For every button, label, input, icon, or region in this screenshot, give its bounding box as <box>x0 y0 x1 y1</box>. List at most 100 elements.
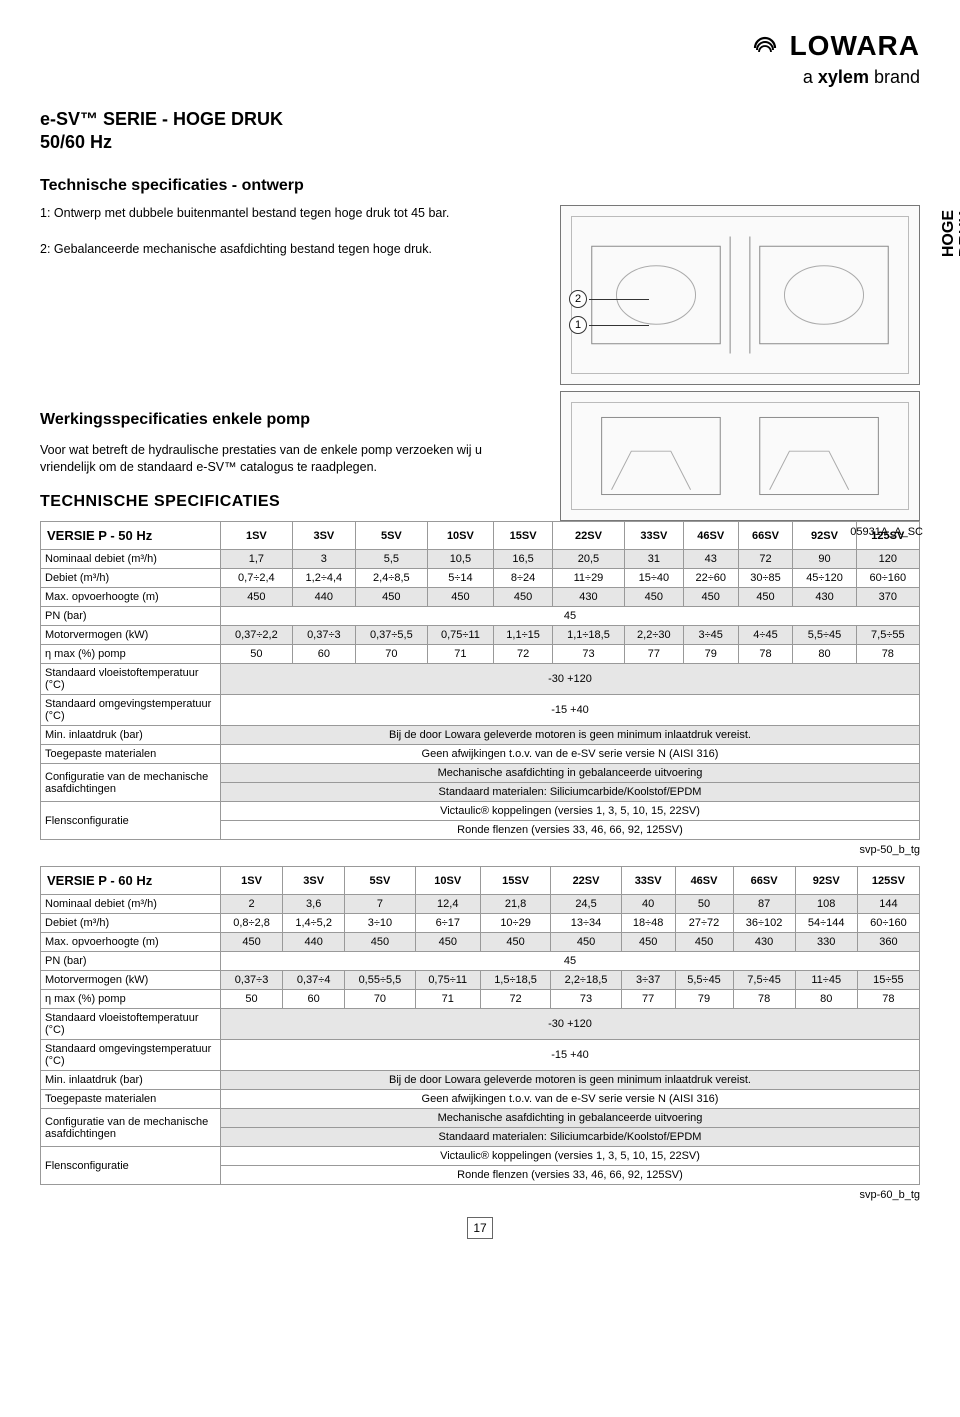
cell: 11÷45 <box>795 971 857 990</box>
cell: 0,75÷11 <box>427 626 493 645</box>
cell: 3÷37 <box>621 971 675 990</box>
cell: 0,37÷4 <box>283 971 345 990</box>
row-label: Motorvermogen (kW) <box>41 626 221 645</box>
col-head: 1SV <box>221 867 283 895</box>
cell: 450 <box>355 588 427 607</box>
cell: 430 <box>733 933 795 952</box>
cell: 450 <box>345 933 415 952</box>
cell: 50 <box>221 645 293 664</box>
cell: 2,2÷30 <box>624 626 683 645</box>
page-number-box: 17 <box>40 1217 920 1239</box>
row-label: Flensconfiguratie <box>41 802 221 840</box>
cell: 79 <box>675 990 733 1009</box>
cell: 71 <box>427 645 493 664</box>
cell: 3,6 <box>283 895 345 914</box>
pump-cross-section-figure: 2 1 HOGE DRUK <box>560 205 920 385</box>
row-label: η max (%) pomp <box>41 990 221 1009</box>
col-head: 66SV <box>738 522 793 550</box>
col-head: 15SV <box>494 522 553 550</box>
page-title: e-SV™ SERIE - HOGE DRUK 50/60 Hz <box>40 108 920 153</box>
col-head: 10SV <box>427 522 493 550</box>
cell: 45 <box>221 952 920 971</box>
cell: 450 <box>415 933 480 952</box>
cell: 6÷17 <box>415 914 480 933</box>
cell: 18÷48 <box>621 914 675 933</box>
col-head: 33SV <box>621 867 675 895</box>
table50-ref: svp-50_b_tg <box>40 844 920 856</box>
cell: 21,8 <box>480 895 550 914</box>
cell: 79 <box>683 645 738 664</box>
cell: Ronde flenzen (versies 33, 46, 66, 92, 1… <box>221 1166 920 1185</box>
brand-tagline-b: brand <box>869 67 920 87</box>
cell: 78 <box>733 990 795 1009</box>
cell: 450 <box>480 933 550 952</box>
row-label: Min. inlaatdruk (bar) <box>41 1071 221 1090</box>
spec-table-60hz: VERSIE P - 60 Hz 1SV 3SV 5SV 10SV 15SV 2… <box>40 866 920 1185</box>
cell: -30 +120 <box>221 1009 920 1040</box>
cell: Geen afwijkingen t.o.v. van de e-SV seri… <box>221 1090 920 1109</box>
row-label: Configuratie van de mechanische asafdich… <box>41 764 221 802</box>
cell: 78 <box>856 645 919 664</box>
cell: 5÷14 <box>427 569 493 588</box>
cell: -15 +40 <box>221 1040 920 1071</box>
col-head: 22SV <box>551 867 621 895</box>
cell: 27÷72 <box>675 914 733 933</box>
row-label: Standaard vloeistoftemperatuur (°C) <box>41 664 221 695</box>
cell: 450 <box>675 933 733 952</box>
cell: 120 <box>856 550 919 569</box>
cell: 450 <box>551 933 621 952</box>
row-label: PN (bar) <box>41 952 221 971</box>
cell: 450 <box>683 588 738 607</box>
row-label: Max. opvoerhoogte (m) <box>41 588 221 607</box>
cell: 70 <box>345 990 415 1009</box>
cell: 90 <box>793 550 856 569</box>
cell: 60 <box>283 990 345 1009</box>
row-label: Max. opvoerhoogte (m) <box>41 933 221 952</box>
cell: 2,2÷18,5 <box>551 971 621 990</box>
cell: 0,7÷2,4 <box>221 569 293 588</box>
callout-1-line <box>589 325 649 326</box>
cell: 330 <box>795 933 857 952</box>
cell: 80 <box>793 645 856 664</box>
cell: 0,37÷5,5 <box>355 626 427 645</box>
cell: 0,75÷11 <box>415 971 480 990</box>
cell: 440 <box>292 588 355 607</box>
col-head: 92SV <box>793 522 856 550</box>
cell: 13÷34 <box>551 914 621 933</box>
cell: 370 <box>856 588 919 607</box>
cell: 20,5 <box>553 550 625 569</box>
cell: 10,5 <box>427 550 493 569</box>
col-head: 92SV <box>795 867 857 895</box>
cell: 60 <box>292 645 355 664</box>
design-row: 1: Ontwerp met dubbele buitenmantel best… <box>40 205 920 385</box>
cell: 16,5 <box>494 550 553 569</box>
row-label: Flensconfiguratie <box>41 1147 221 1185</box>
cell: Standaard materialen: Siliciumcarbide/Ko… <box>221 783 920 802</box>
side-tab-label: HOGE DRUK <box>941 210 960 257</box>
cell: 450 <box>427 588 493 607</box>
cell: 450 <box>494 588 553 607</box>
col-head: 33SV <box>624 522 683 550</box>
cell: 36÷102 <box>733 914 795 933</box>
col-head: 5SV <box>345 867 415 895</box>
brand-header: LOWARA a xylem brand <box>40 30 920 88</box>
cell: 450 <box>221 588 293 607</box>
cell: 50 <box>675 895 733 914</box>
cell: 30÷85 <box>738 569 793 588</box>
cell: Standaard materialen: Siliciumcarbide/Ko… <box>221 1128 920 1147</box>
cell: 12,4 <box>415 895 480 914</box>
cell: 5,5 <box>355 550 427 569</box>
table60-title: VERSIE P - 60 Hz <box>41 867 221 895</box>
cell: -15 +40 <box>221 695 920 726</box>
cell: 24,5 <box>551 895 621 914</box>
cell: 450 <box>621 933 675 952</box>
cell: 45 <box>221 607 920 626</box>
cell: 1,4÷5,2 <box>283 914 345 933</box>
row-label: Standaard omgevingstemperatuur (°C) <box>41 1040 221 1071</box>
cell: 440 <box>283 933 345 952</box>
design-heading: Technische specificaties - ontwerp <box>40 177 920 195</box>
cell: 15÷40 <box>624 569 683 588</box>
col-head: 3SV <box>292 522 355 550</box>
cell: 3÷10 <box>345 914 415 933</box>
row-label: Configuratie van de mechanische asafdich… <box>41 1109 221 1147</box>
